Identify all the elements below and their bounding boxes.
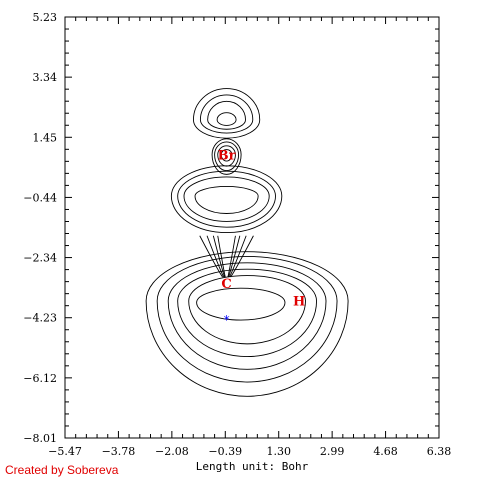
- y-tick-label: −0.44: [23, 191, 57, 204]
- y-tick-label: −6.12: [23, 372, 57, 385]
- x-tick-label: −5.47: [48, 445, 82, 458]
- x-tick-label: 6.38: [427, 445, 452, 458]
- x-tick-label: 1.30: [266, 445, 291, 458]
- axis-ticks: [64, 16, 440, 439]
- br-core-shells-contour: [214, 141, 240, 172]
- atom-label-c: C: [221, 277, 231, 292]
- c-h-region-contour: [167, 262, 327, 370]
- middle-heart-lobe-contour: [194, 186, 259, 214]
- atom-labels: Br C H: [218, 149, 306, 310]
- contour-lines: [145, 88, 349, 397]
- funnel-contour: [229, 235, 247, 278]
- x-tick-label: −0.39: [208, 445, 242, 458]
- x-tick-label: 4.68: [373, 445, 398, 458]
- c-h-region-contour: [145, 251, 349, 397]
- funnel-contour: [217, 235, 226, 278]
- x-axis-label: Length unit: Bohr: [196, 460, 309, 473]
- y-tick-label: −4.23: [23, 312, 57, 325]
- c-h-inner-lobe-contour: [196, 287, 286, 321]
- br-core-shells-contour: [211, 138, 242, 175]
- br-core-shells-contour: [220, 149, 233, 162]
- middle-heart-lobe-contour: [170, 165, 283, 233]
- y-tick-label: −2.34: [23, 252, 57, 265]
- br-upper-lobe-contour: [193, 88, 261, 139]
- c-h-region-contour: [188, 275, 306, 345]
- br-upper-lobe-contour: [216, 112, 237, 126]
- funnel-contour: [212, 235, 226, 278]
- credit-text: Created by Sobereva: [5, 463, 119, 477]
- funnel-contour: [230, 235, 254, 278]
- axis-tick-labels: −5.47 −3.78 −2.08 −0.39 1.30 2.99 4.68 6.38 5.23…: [23, 11, 451, 458]
- y-tick-label: −8.01: [23, 432, 57, 445]
- x-tick-label: −3.78: [102, 445, 136, 458]
- funnel-contour: [206, 235, 225, 278]
- c-h-region-contour: [156, 256, 338, 383]
- br-upper-lobe-contour: [207, 100, 246, 130]
- middle-heart-lobe-contour: [183, 176, 270, 222]
- atom-label-br: Br: [218, 149, 236, 164]
- br-upper-lobe-contour: [199, 94, 254, 134]
- middle-heart-lobe-contour: [177, 170, 276, 228]
- y-tick-label: 1.45: [33, 131, 58, 144]
- critical-points: *: [224, 313, 230, 327]
- plot-frame: [64, 16, 440, 439]
- x-tick-label: 2.99: [320, 445, 345, 458]
- y-tick-label: 5.23: [33, 11, 58, 24]
- br-core-shells-contour: [217, 145, 236, 167]
- critical-point-marker: *: [224, 313, 230, 327]
- c-h-region-contour: [177, 268, 317, 358]
- funnel-contour: [199, 235, 223, 278]
- funnel-contour: [228, 235, 241, 278]
- x-tick-label: −2.08: [155, 445, 189, 458]
- atom-label-h: H: [293, 294, 305, 309]
- funnel-contour: [227, 235, 236, 278]
- y-tick-label: 3.34: [33, 71, 58, 84]
